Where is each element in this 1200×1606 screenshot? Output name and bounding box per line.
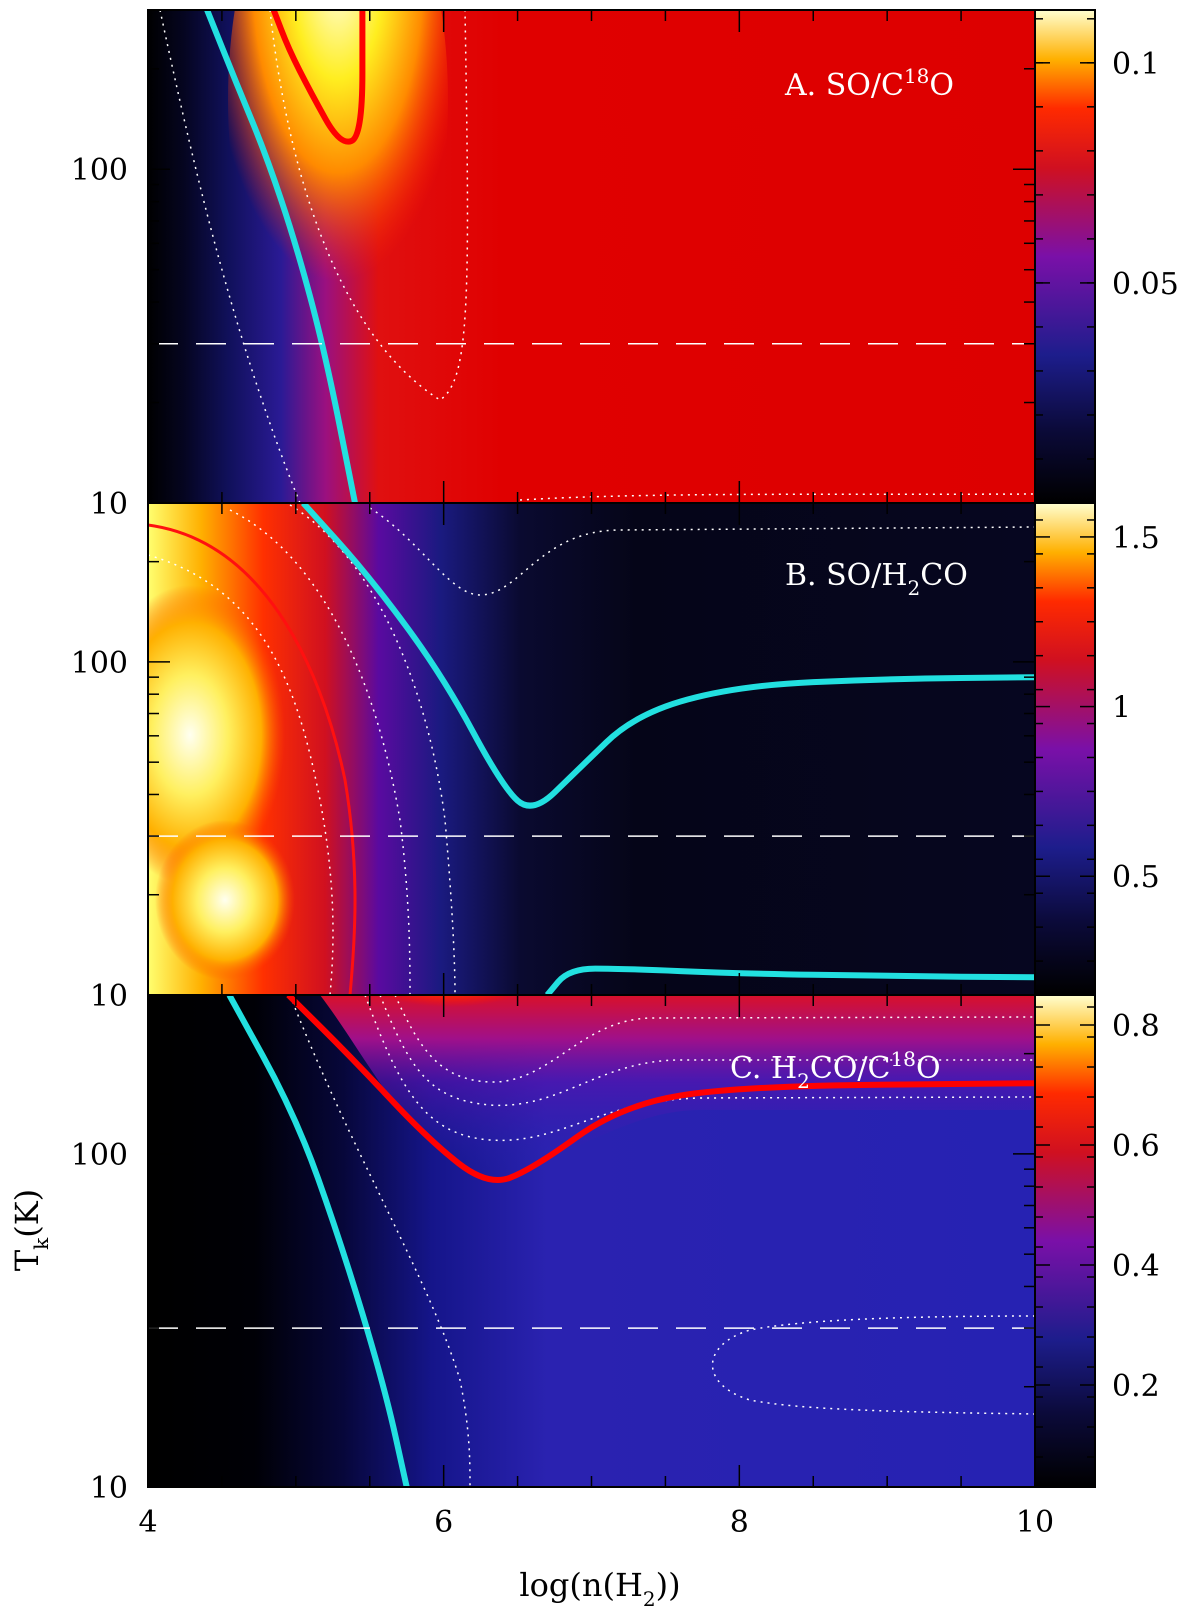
colorbar-tick-label: 1 xyxy=(1112,691,1131,726)
y-tick-label: 100 xyxy=(71,646,128,681)
colorbar-tick-label: 0.4 xyxy=(1112,1249,1160,1284)
label-part: CO/C xyxy=(810,1051,891,1086)
label-part: C. H xyxy=(730,1051,797,1086)
x-tick-label: 10 xyxy=(1016,1505,1054,1540)
panel-c-red-contour xyxy=(286,995,1035,1183)
panel-c-contour-dotted-4 xyxy=(364,995,1035,1142)
panel-b-cyan-contour-upper xyxy=(300,503,1035,809)
panel-c: C. H2CO/C18O xyxy=(147,994,1036,1488)
label-part: 2 xyxy=(643,1587,656,1606)
label-part: 2 xyxy=(797,1069,810,1093)
label-part: A. SO/C xyxy=(784,68,904,103)
colorbar-tick-label: 0.6 xyxy=(1112,1129,1160,1164)
panel-a-yellow-peak xyxy=(228,10,448,360)
label-part: CO xyxy=(920,558,968,593)
label-part: )) xyxy=(656,1566,681,1604)
panel-c-yellow-peak xyxy=(340,995,560,1055)
label-part: 18 xyxy=(890,1047,915,1071)
colorbar-tick-label: 0.1 xyxy=(1112,47,1160,82)
x-tick-label: 8 xyxy=(730,1505,749,1540)
y-axis-title: Tk(K) xyxy=(8,1189,53,1271)
label-part: O xyxy=(916,1051,941,1086)
label-part: 2 xyxy=(908,576,921,600)
panel-a-red-contour xyxy=(270,10,366,145)
panel-a: A. SO/C18O xyxy=(147,9,1036,504)
panel-c-label: C. H2CO/C18O xyxy=(730,1047,941,1093)
label-part: (K) xyxy=(8,1189,46,1238)
colorbar-tick-label: 0.5 xyxy=(1112,860,1160,895)
panel-a-cyan-contour xyxy=(204,10,358,503)
panel-c-contour-dotted-2 xyxy=(394,995,1035,1083)
colorbar-tick-label: 0.2 xyxy=(1112,1369,1160,1404)
panel-b-label: B. SO/H2CO xyxy=(785,558,968,600)
y-tick-label: 10 xyxy=(90,979,128,1014)
panel-b-contour-dotted-3 xyxy=(229,509,411,995)
panel-b-contour-dotted-1 xyxy=(369,507,1035,596)
y-tick-label: 10 xyxy=(90,487,128,522)
y-tick-label: 10 xyxy=(90,1471,128,1506)
y-tick-label: 100 xyxy=(71,153,128,188)
label-part: 18 xyxy=(904,64,929,88)
colorbar-tick-label: 0.8 xyxy=(1112,1009,1160,1044)
x-tick-label: 6 xyxy=(434,1505,453,1540)
panel-b-contour-red xyxy=(148,523,357,995)
panel-c-cyan-contour xyxy=(226,995,410,1487)
x-tick-label: 4 xyxy=(138,1505,157,1540)
label-part: B. SO/H xyxy=(785,558,908,593)
label-part: T xyxy=(8,1249,46,1271)
axes-layer: 10 100 10 100 10 100 4 6 8 10 0.1 0.05 1.5 1 0.5 0.8 0.6… xyxy=(71,9,1179,1540)
panel-b-yellow-peak-upper xyxy=(148,585,285,885)
label-part: O xyxy=(929,68,954,103)
label-part: log(n(H xyxy=(519,1566,642,1604)
colorbar-tick-label: 0.05 xyxy=(1112,267,1179,302)
colorbar-b xyxy=(1034,502,1096,996)
panel-b-yellow-peak-lower xyxy=(155,820,295,980)
colorbar-tick-label: 1.5 xyxy=(1112,521,1160,556)
panel-b: B. SO/H2CO xyxy=(147,502,1036,996)
panel-b-contour-dotted-2 xyxy=(148,554,334,995)
panel-c-contour-dotted-5 xyxy=(711,1315,1035,1415)
colorbar-c xyxy=(1034,994,1096,1488)
label-part: k xyxy=(29,1237,53,1250)
panel-a-label: A. SO/C18O xyxy=(784,64,954,103)
colorbars xyxy=(1034,9,1096,1488)
colorbar-a xyxy=(1034,9,1096,504)
panel-b-background xyxy=(148,503,1035,995)
y-tick-label: 100 xyxy=(71,1138,128,1173)
panel-a-contour-dotted-3 xyxy=(519,493,1035,501)
x-axis-title: log(n(H2)) xyxy=(519,1566,680,1606)
panel-b-cyan-contour-lower xyxy=(544,965,1035,995)
